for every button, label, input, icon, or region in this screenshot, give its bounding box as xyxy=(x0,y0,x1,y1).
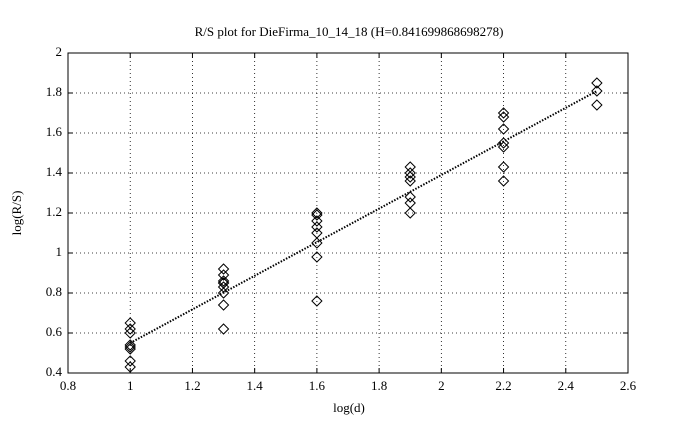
point xyxy=(404,167,416,179)
x-tick-label: 1 xyxy=(127,378,134,393)
y-tick-label: 0.4 xyxy=(46,364,63,379)
point xyxy=(404,171,416,183)
point xyxy=(124,361,136,373)
point xyxy=(124,323,136,335)
point xyxy=(591,99,603,111)
point xyxy=(497,141,510,153)
y-tick-label: 0.6 xyxy=(46,324,63,339)
point xyxy=(404,161,416,173)
point xyxy=(311,215,323,227)
x-tick-label: 1.4 xyxy=(247,378,264,393)
x-tick-label: 1.2 xyxy=(184,378,200,393)
point xyxy=(311,237,323,249)
point xyxy=(404,175,416,187)
point xyxy=(311,251,323,263)
point xyxy=(311,209,323,221)
point xyxy=(124,343,136,355)
point xyxy=(217,299,230,311)
y-axis-label: log(R/S) xyxy=(9,191,24,236)
point xyxy=(311,295,323,307)
chart-title: R/S plot for DieFirma_10_14_18 (H=0.8416… xyxy=(195,24,504,39)
point xyxy=(497,137,510,149)
x-tick-label: 1.6 xyxy=(309,378,326,393)
point xyxy=(404,207,416,219)
point xyxy=(497,123,510,135)
point xyxy=(124,355,136,367)
x-axis-label: log(d) xyxy=(333,400,365,415)
y-tick-label: 1.8 xyxy=(46,84,62,99)
y-tick-label: 1.6 xyxy=(46,124,63,139)
y-tick-label: 1.4 xyxy=(46,164,63,179)
point xyxy=(497,175,510,187)
point xyxy=(124,341,136,353)
point xyxy=(497,107,510,119)
x-tick-label: 0.8 xyxy=(60,378,76,393)
point xyxy=(124,317,136,329)
point xyxy=(311,207,323,219)
x-tick-label: 2.6 xyxy=(620,378,637,393)
point xyxy=(217,287,230,299)
point xyxy=(404,191,416,203)
y-tick-label: 1 xyxy=(56,244,63,259)
x-tick-label: 1.8 xyxy=(371,378,387,393)
point xyxy=(591,77,603,89)
plot-frame xyxy=(67,52,629,374)
y-tick-label: 0.8 xyxy=(46,284,62,299)
point xyxy=(124,339,136,351)
y-tick-label: 1.2 xyxy=(46,204,62,219)
point xyxy=(497,161,510,173)
point xyxy=(497,111,510,123)
y-tick-label: 2 xyxy=(56,44,63,59)
point xyxy=(217,263,230,275)
point xyxy=(217,281,230,293)
point xyxy=(217,269,230,281)
x-tick-label: 2.2 xyxy=(495,378,511,393)
point xyxy=(217,323,230,335)
x-tick-label: 2.4 xyxy=(558,378,575,393)
point xyxy=(217,275,230,287)
point xyxy=(404,197,416,209)
fit-line xyxy=(129,90,598,344)
point xyxy=(124,327,136,339)
x-tick-label: 2 xyxy=(438,378,445,393)
point xyxy=(311,221,323,233)
point xyxy=(591,85,603,97)
